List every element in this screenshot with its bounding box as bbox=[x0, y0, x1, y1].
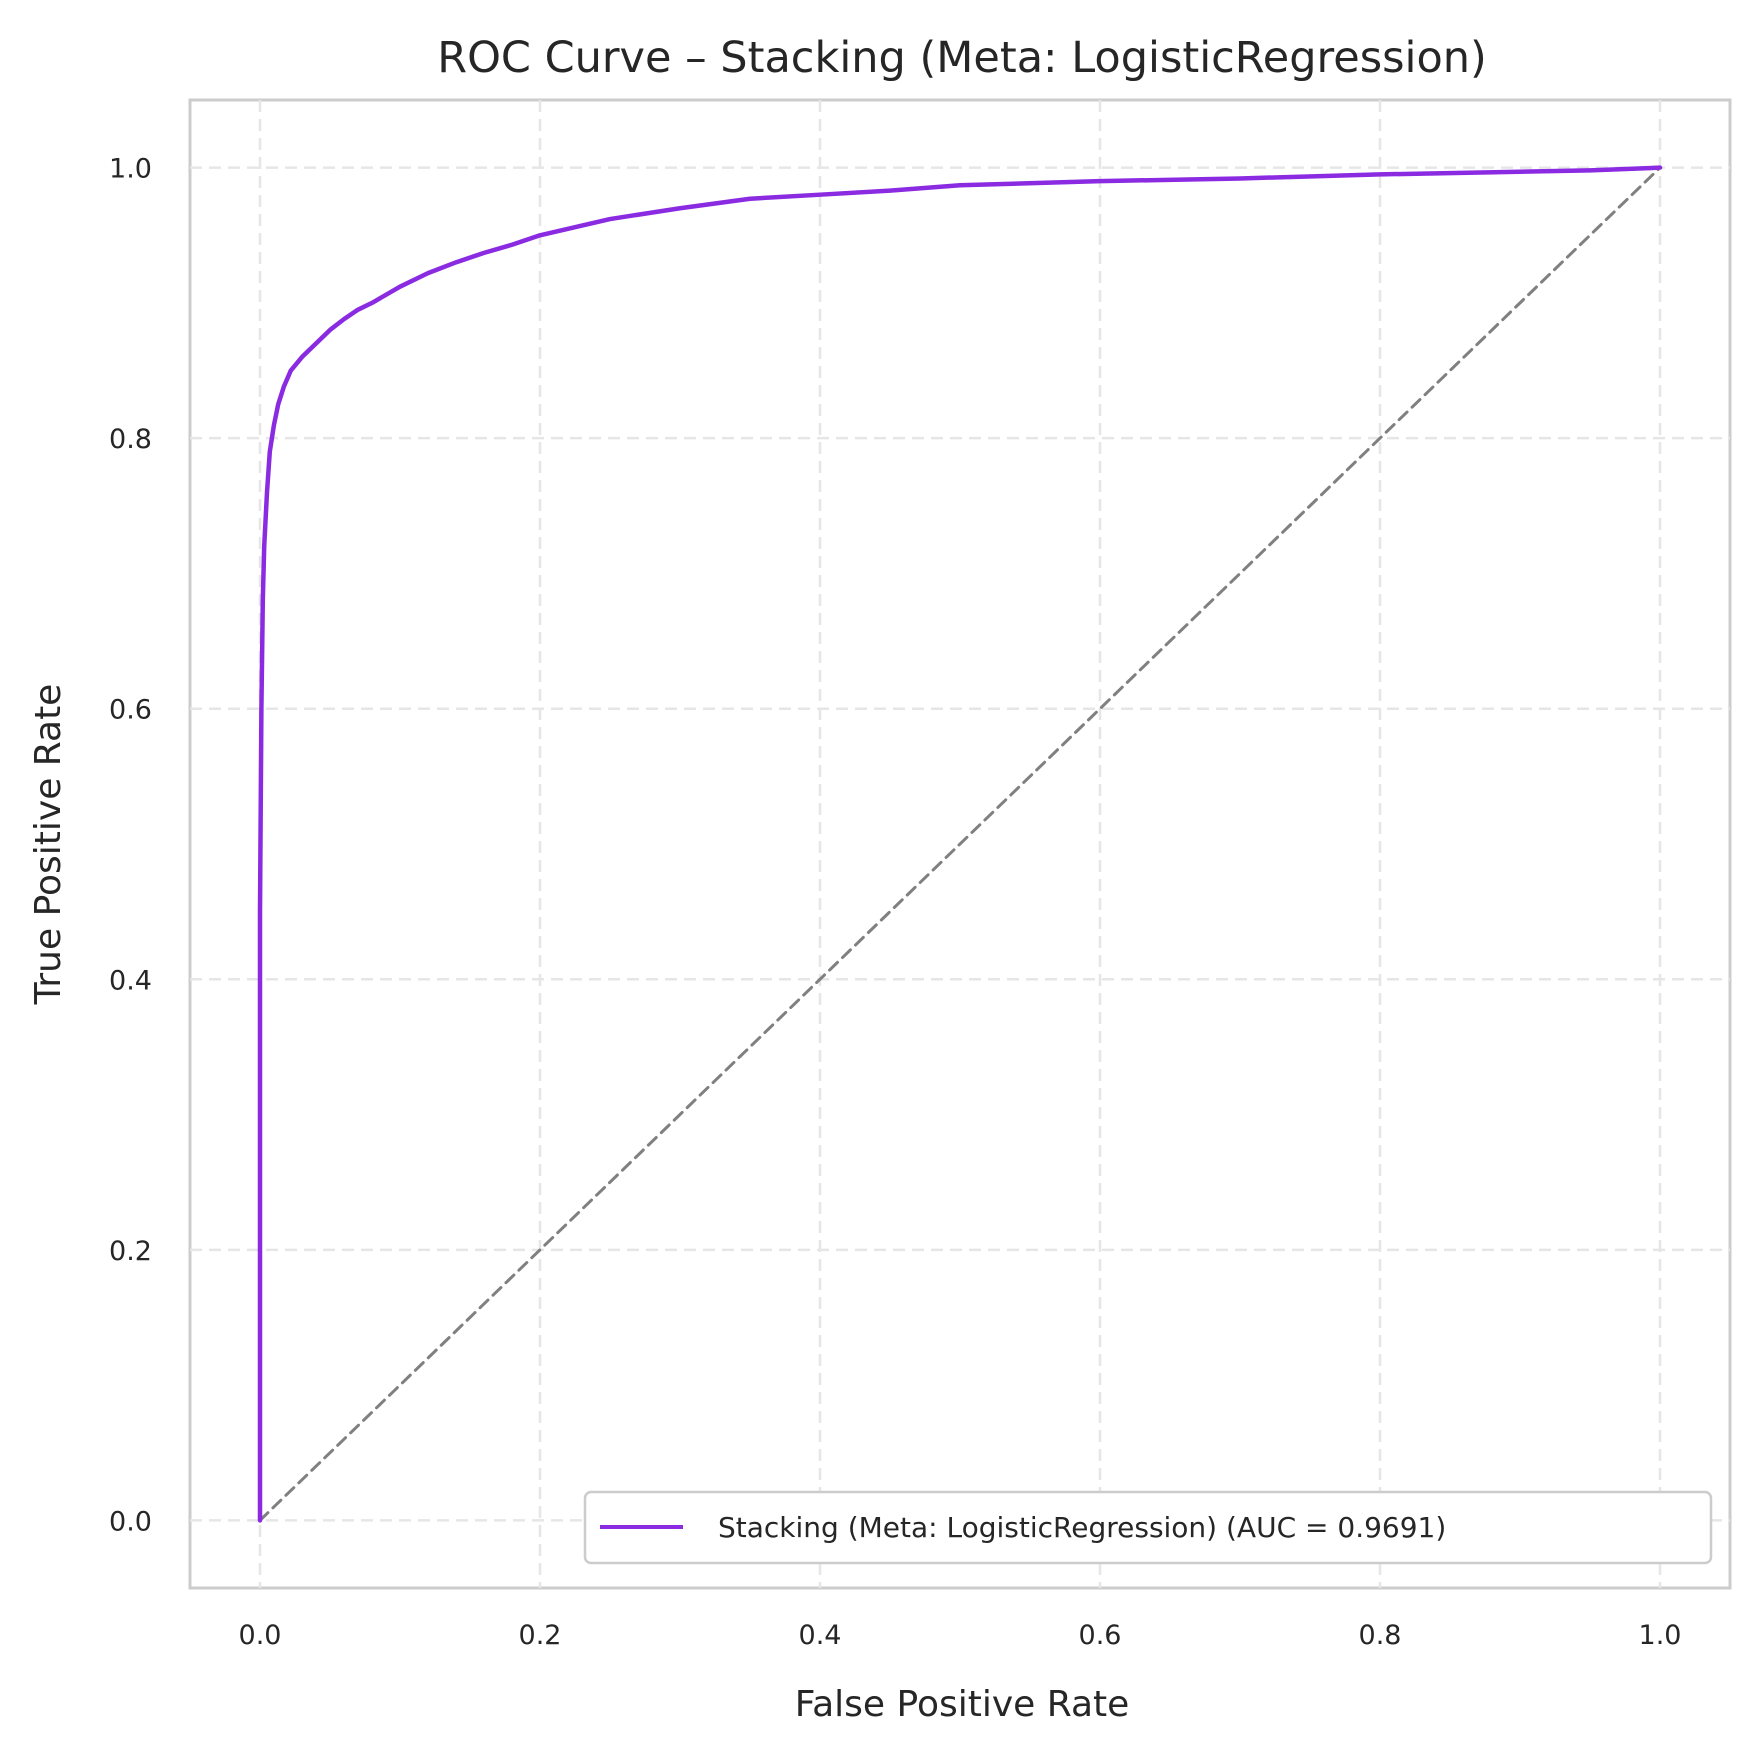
x-tick-label: 0.8 bbox=[1359, 1620, 1402, 1651]
x-axis-label: False Positive Rate bbox=[795, 1684, 1130, 1725]
series-layer bbox=[257, 165, 1663, 1523]
legend: Stacking (Meta: LogisticRegression) (AUC… bbox=[583, 1490, 1713, 1565]
y-axis-label: True Positive Rate bbox=[28, 684, 69, 1006]
x-tick-label: 0.0 bbox=[239, 1620, 282, 1651]
y-tick-label: 0.6 bbox=[109, 695, 152, 726]
y-tick-label: 0.2 bbox=[109, 1236, 152, 1267]
y-tick-label: 0.0 bbox=[109, 1506, 152, 1537]
chart-title: ROC Curve – Stacking (Meta: LogisticRegr… bbox=[437, 33, 1487, 83]
x-tick-label: 0.2 bbox=[519, 1620, 562, 1651]
legend-box bbox=[583, 1490, 1713, 1565]
x-tick-label: 0.6 bbox=[1079, 1620, 1122, 1651]
roc-curve-line bbox=[257, 165, 1663, 1523]
legend-label: Stacking (Meta: LogisticRegression) (AUC… bbox=[718, 1511, 1446, 1544]
y-tick-label: 0.8 bbox=[109, 424, 152, 455]
x-tick-label: 0.4 bbox=[799, 1620, 842, 1651]
x-axis-ticks: 0.0 0.2 0.4 0.6 0.8 1.0 bbox=[239, 1620, 1682, 1651]
y-tick-label: 1.0 bbox=[109, 154, 152, 185]
y-tick-label: 0.4 bbox=[109, 965, 152, 996]
y-axis-ticks: 0.0 0.2 0.4 0.6 0.8 1.0 bbox=[109, 154, 152, 1538]
x-tick-label: 1.0 bbox=[1639, 1620, 1682, 1651]
chance-diagonal-line bbox=[258, 166, 1662, 1522]
